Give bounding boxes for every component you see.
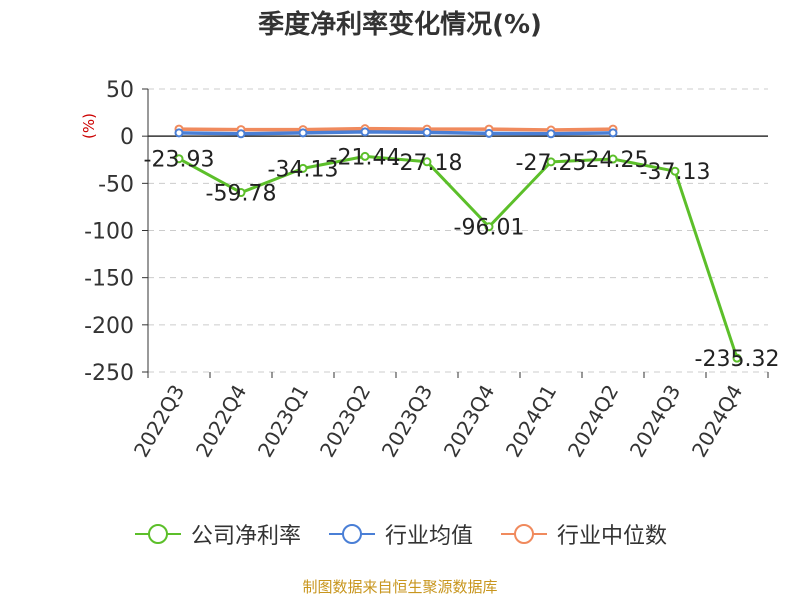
data-label: -23.93 — [144, 148, 215, 173]
data-point — [298, 128, 308, 138]
y-tick-label: -250 — [84, 361, 134, 386]
y-axis-label: (%) — [80, 113, 98, 139]
x-tick-label: 2023Q3 — [377, 381, 437, 462]
data-label: -235.32 — [695, 347, 780, 372]
legend-item[interactable]: 行业中位数 — [499, 518, 667, 550]
data-point — [670, 166, 680, 176]
data-point — [546, 157, 556, 167]
data-point — [608, 128, 618, 138]
data-point — [236, 188, 246, 198]
data-label: -24.25 — [578, 148, 649, 173]
legend-swatch — [134, 524, 181, 544]
data-label: -59.78 — [206, 182, 277, 207]
y-tick-label: -50 — [98, 172, 134, 197]
legend-item[interactable]: 公司净利率 — [133, 518, 301, 550]
data-point — [546, 129, 556, 139]
chart-title: 季度净利率变化情况(%) — [258, 10, 542, 40]
y-tick-label: -200 — [84, 314, 134, 339]
x-tick-label: 2024Q4 — [687, 381, 747, 462]
data-point — [484, 128, 494, 138]
x-tick-label: 2023Q2 — [315, 381, 375, 462]
x-tick-label: 2022Q3 — [129, 381, 189, 462]
data-point — [174, 128, 184, 138]
x-tick-label: 2022Q4 — [191, 381, 251, 462]
y-tick-label: 50 — [106, 78, 134, 103]
y-tick-label: -150 — [84, 267, 134, 292]
legend-swatch — [328, 524, 375, 544]
data-point — [732, 353, 742, 363]
legend-swatch — [501, 524, 547, 544]
x-tick-label: 2023Q1 — [253, 381, 313, 462]
data-point — [360, 151, 370, 161]
data-label: -37.13 — [640, 160, 711, 185]
y-tick-label: 0 — [120, 125, 134, 150]
data-point — [422, 127, 432, 137]
data-point — [608, 154, 618, 164]
legend-label: 行业中位数 — [557, 524, 668, 549]
x-tick-label: 2023Q4 — [439, 381, 499, 462]
legend: 公司净利率 行业均值 行业中位数 — [0, 518, 800, 550]
x-tick-label: 2024Q2 — [563, 381, 623, 462]
legend-label: 行业均值 — [384, 524, 473, 549]
series-line-1 — [178, 130, 614, 136]
x-tick-label: 2024Q3 — [625, 381, 685, 462]
data-point — [298, 163, 308, 173]
data-label: -27.18 — [392, 151, 463, 176]
legend-item[interactable]: 行业均值 — [327, 518, 473, 550]
data-label: -21.44 — [330, 145, 401, 170]
data-label: -34.13 — [268, 157, 339, 182]
series-line-2 — [178, 126, 614, 132]
series-line-0 — [178, 154, 739, 359]
footer-source: 制图数据来自恒生聚源数据库 — [302, 578, 498, 596]
x-tick-label: 2024Q1 — [501, 381, 561, 462]
data-point — [236, 129, 246, 139]
legend-label: 公司净利率 — [190, 524, 301, 549]
data-label: -96.01 — [454, 216, 525, 241]
data-point — [422, 157, 432, 167]
y-tick-label: -100 — [84, 220, 134, 245]
data-point — [174, 154, 184, 164]
data-point — [484, 222, 494, 232]
data-label: -27.25 — [516, 151, 587, 176]
data-point — [360, 127, 370, 137]
